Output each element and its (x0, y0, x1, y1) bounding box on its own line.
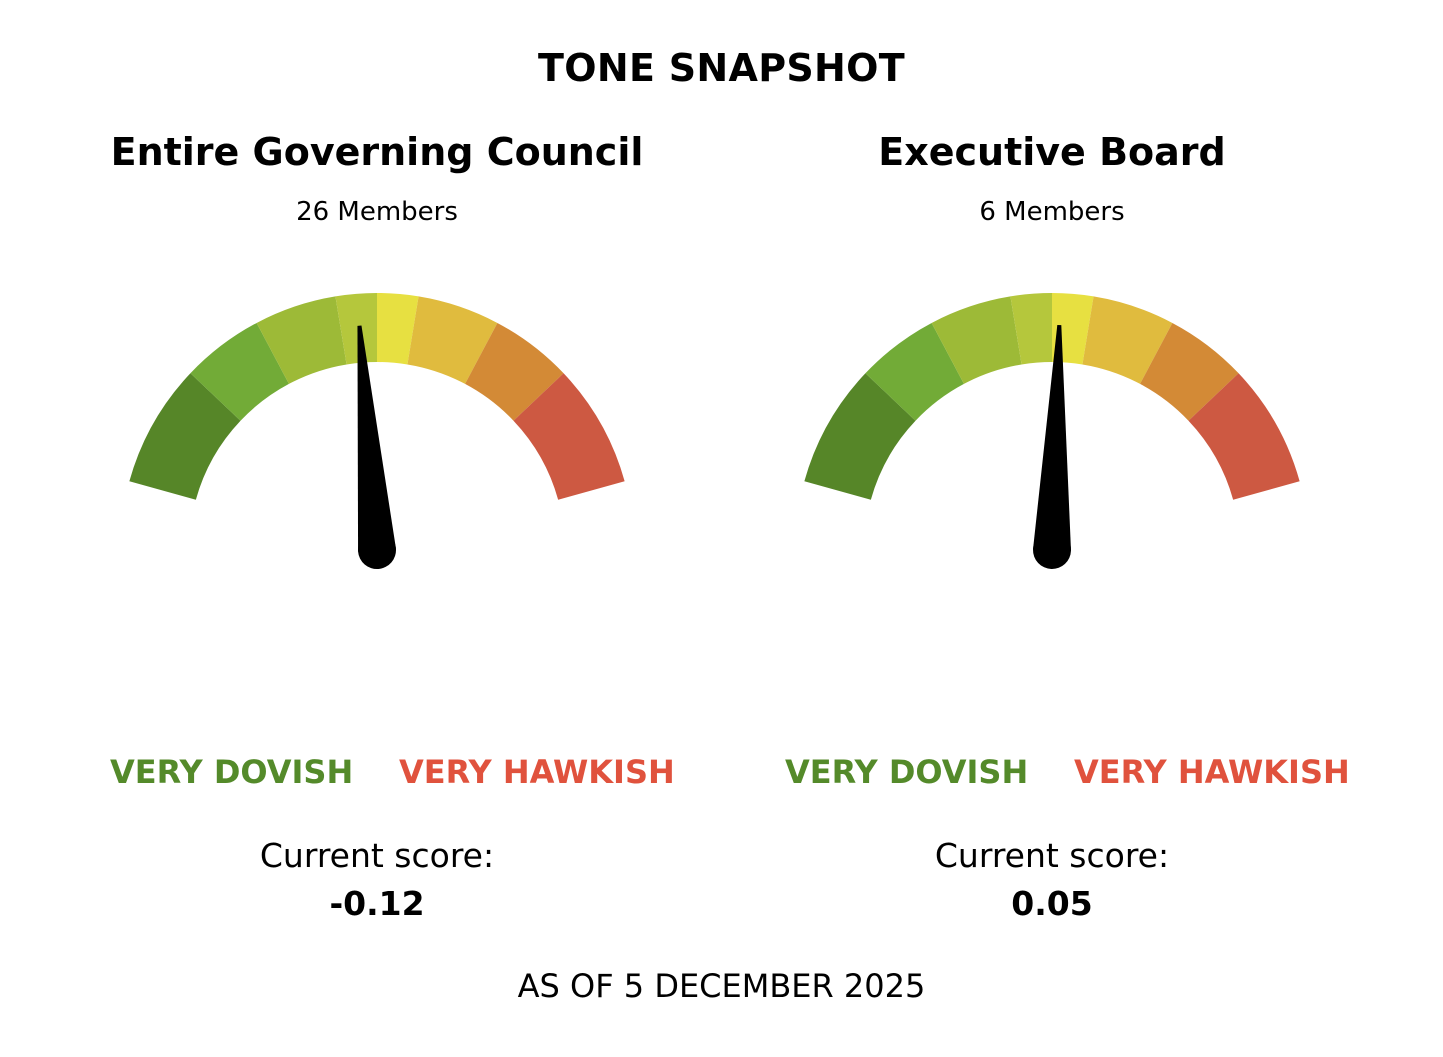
gauge-segment (865, 322, 964, 421)
gauge-segment (1188, 373, 1300, 500)
gauge-segment (407, 296, 498, 384)
very-dovish-label: VERY DOVISH (785, 753, 1029, 791)
page-title: TONE SNAPSHOT (538, 46, 905, 90)
gauge-segment (513, 373, 625, 500)
gauge-segment (1082, 296, 1173, 384)
gauge-needle (357, 325, 396, 569)
gauge-segment (1010, 293, 1052, 365)
gauge-segment (377, 293, 419, 365)
gauge-title: Executive Board (878, 130, 1226, 174)
gauge-chart (129, 293, 625, 569)
gauge-segment (1052, 293, 1094, 365)
current-score-label: Current score: (934, 836, 1170, 875)
current-score-label: Current score: (259, 836, 495, 875)
gauge-segment (190, 322, 289, 421)
gauge-segment (129, 373, 241, 500)
very-dovish-label: VERY DOVISH (110, 753, 354, 791)
gauge-title: Entire Governing Council (110, 130, 644, 174)
gauge-needle (1033, 325, 1071, 569)
gauge-panel-executive-board: Executive Board 6 Members VERY DOVISH VE… (732, 0, 1372, 940)
gauge-segment (804, 373, 916, 500)
gauge-subtitle: 26 Members (296, 197, 458, 227)
gauge-segment (931, 296, 1022, 384)
gauge-panel-governing-council: Entire Governing Council 26 Members VERY… (57, 0, 697, 940)
very-hawkish-label: VERY HAWKISH (1074, 753, 1350, 791)
current-score-value: -0.12 (329, 884, 425, 923)
gauge-segment (256, 296, 347, 384)
as-of-date: AS OF 5 DECEMBER 2025 (517, 967, 926, 1005)
gauge-segment (1140, 322, 1239, 421)
current-score-value: 0.05 (1011, 884, 1093, 923)
gauge-subtitle: 6 Members (979, 197, 1125, 227)
gauge-segment (335, 293, 377, 365)
very-hawkish-label: VERY HAWKISH (399, 753, 675, 791)
gauge-chart (804, 293, 1300, 569)
gauge-segment (465, 322, 564, 421)
